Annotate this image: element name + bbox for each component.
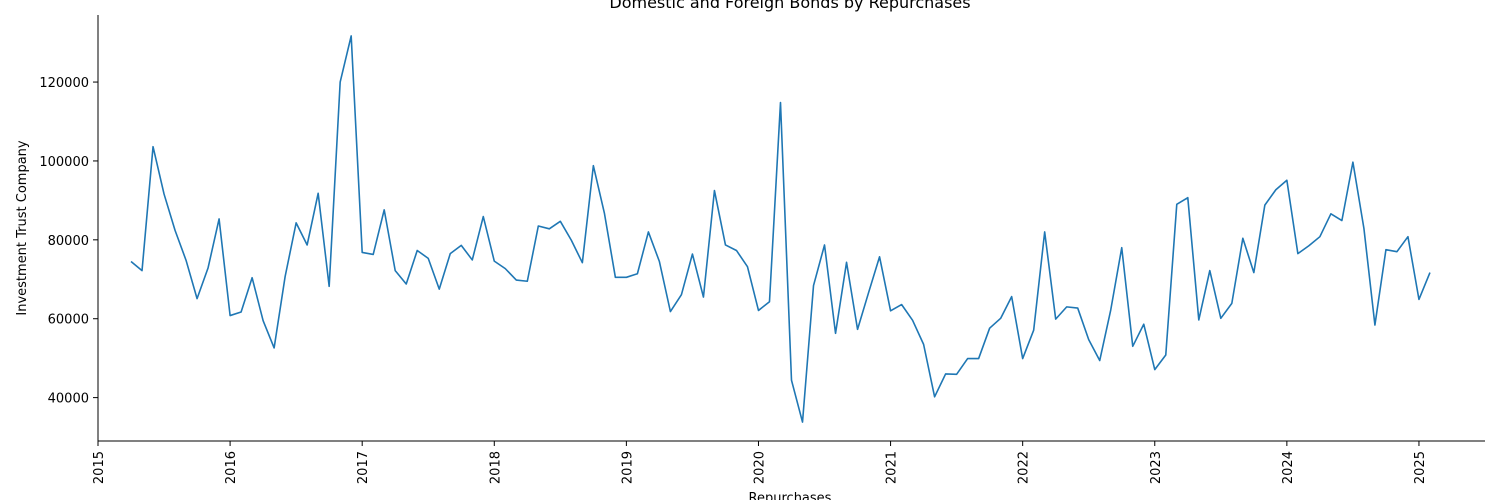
y-tick-label: 60000: [48, 313, 89, 328]
x-tick-label: 2017: [356, 451, 371, 484]
x-tick-label: 2021: [885, 451, 900, 484]
x-tick-label: 2024: [1281, 451, 1296, 484]
y-tick-label: 100000: [39, 155, 89, 170]
chart-title: Domestic and Foreign Bonds by Repurchase…: [609, 0, 970, 12]
y-tick-label: 40000: [48, 392, 89, 407]
x-tick-label: 2018: [488, 451, 503, 484]
x-tick-label: 2019: [620, 451, 635, 484]
y-axis-label: Investment Trust Company: [15, 140, 30, 316]
x-axis-ticks: 2015 2016 2017 2018 2019 2020 2021 2022 2023 2024…: [92, 441, 1428, 484]
x-axis-label: Repurchases: [749, 491, 832, 500]
x-tick-label: 2020: [752, 451, 767, 484]
y-tick-label: 120000: [39, 76, 89, 91]
x-tick-label: 2022: [1017, 451, 1032, 484]
x-tick-label: 2023: [1149, 451, 1164, 484]
x-tick-label: 2025: [1413, 451, 1428, 484]
x-tick-label: 2015: [92, 451, 107, 484]
x-tick-label: 2016: [224, 451, 239, 484]
y-tick-label: 80000: [48, 234, 89, 249]
series-line: [130, 35, 1431, 423]
y-axis-ticks: 40000 60000 80000 100000 120000: [39, 76, 98, 407]
